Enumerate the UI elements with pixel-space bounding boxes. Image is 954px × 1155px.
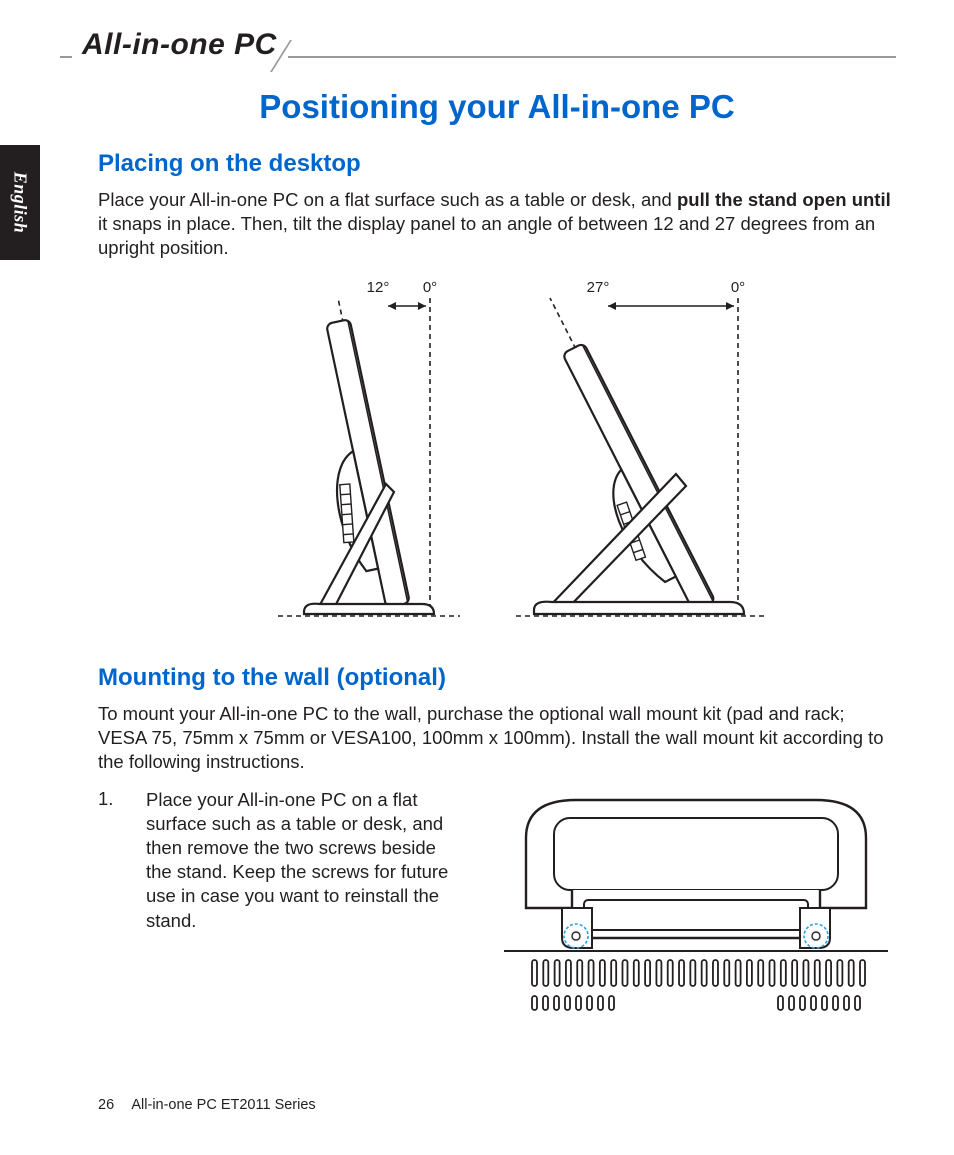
angle-label-27: 27°: [587, 279, 610, 296]
product-line-title: All-in-one PC: [72, 28, 287, 62]
angle-label-12: 12°: [367, 279, 390, 296]
section-placing-title: Placing on the desktop: [98, 150, 896, 178]
body-pre: Place your All-in-one PC on a flat surfa…: [98, 189, 677, 210]
page-title: Positioning your All-in-one PC: [98, 88, 896, 126]
vent-slots-right: [778, 996, 860, 1010]
page-header: All-in-one PC: [0, 38, 954, 66]
language-label: English: [10, 172, 31, 234]
body-post: it snaps in place. Then, tilt the displa…: [98, 213, 875, 258]
step-1-text: Place your All-in-one PC on a flat surfa…: [146, 788, 476, 932]
tilt-diagram-12: 12° 0°: [208, 274, 468, 634]
tilt-diagram-row: 12° 0°: [98, 274, 896, 634]
rear-diagram: [496, 788, 896, 1028]
section-mounting-title: Mounting to the wall (optional): [98, 664, 896, 692]
body-bold: pull the stand open until: [677, 189, 891, 210]
vent-slots-main: [532, 960, 865, 986]
rule-right: [288, 56, 896, 58]
page-number: 26: [98, 1097, 114, 1113]
step-1-row: 1. Place your All-in-one PC on a flat su…: [98, 788, 896, 1028]
zero-label-right: 0°: [731, 279, 745, 296]
language-tab: English: [0, 145, 40, 260]
zero-label-left: 0°: [423, 279, 437, 296]
page-footer: 26 All-in-one PC ET2011 Series: [98, 1097, 316, 1113]
rear-diagram-wrap: [496, 788, 896, 1028]
vent-slots-left: [532, 996, 614, 1010]
step-1-number: 1.: [98, 788, 126, 810]
tilt-diagram-27: 27° 0°: [486, 274, 786, 634]
section-mounting-body: To mount your All-in-one PC to the wall,…: [98, 702, 896, 774]
section-placing-body: Place your All-in-one PC on a flat surfa…: [98, 188, 896, 260]
page-content: Positioning your All-in-one PC Placing o…: [98, 88, 896, 1028]
footer-series: All-in-one PC ET2011 Series: [131, 1097, 315, 1113]
